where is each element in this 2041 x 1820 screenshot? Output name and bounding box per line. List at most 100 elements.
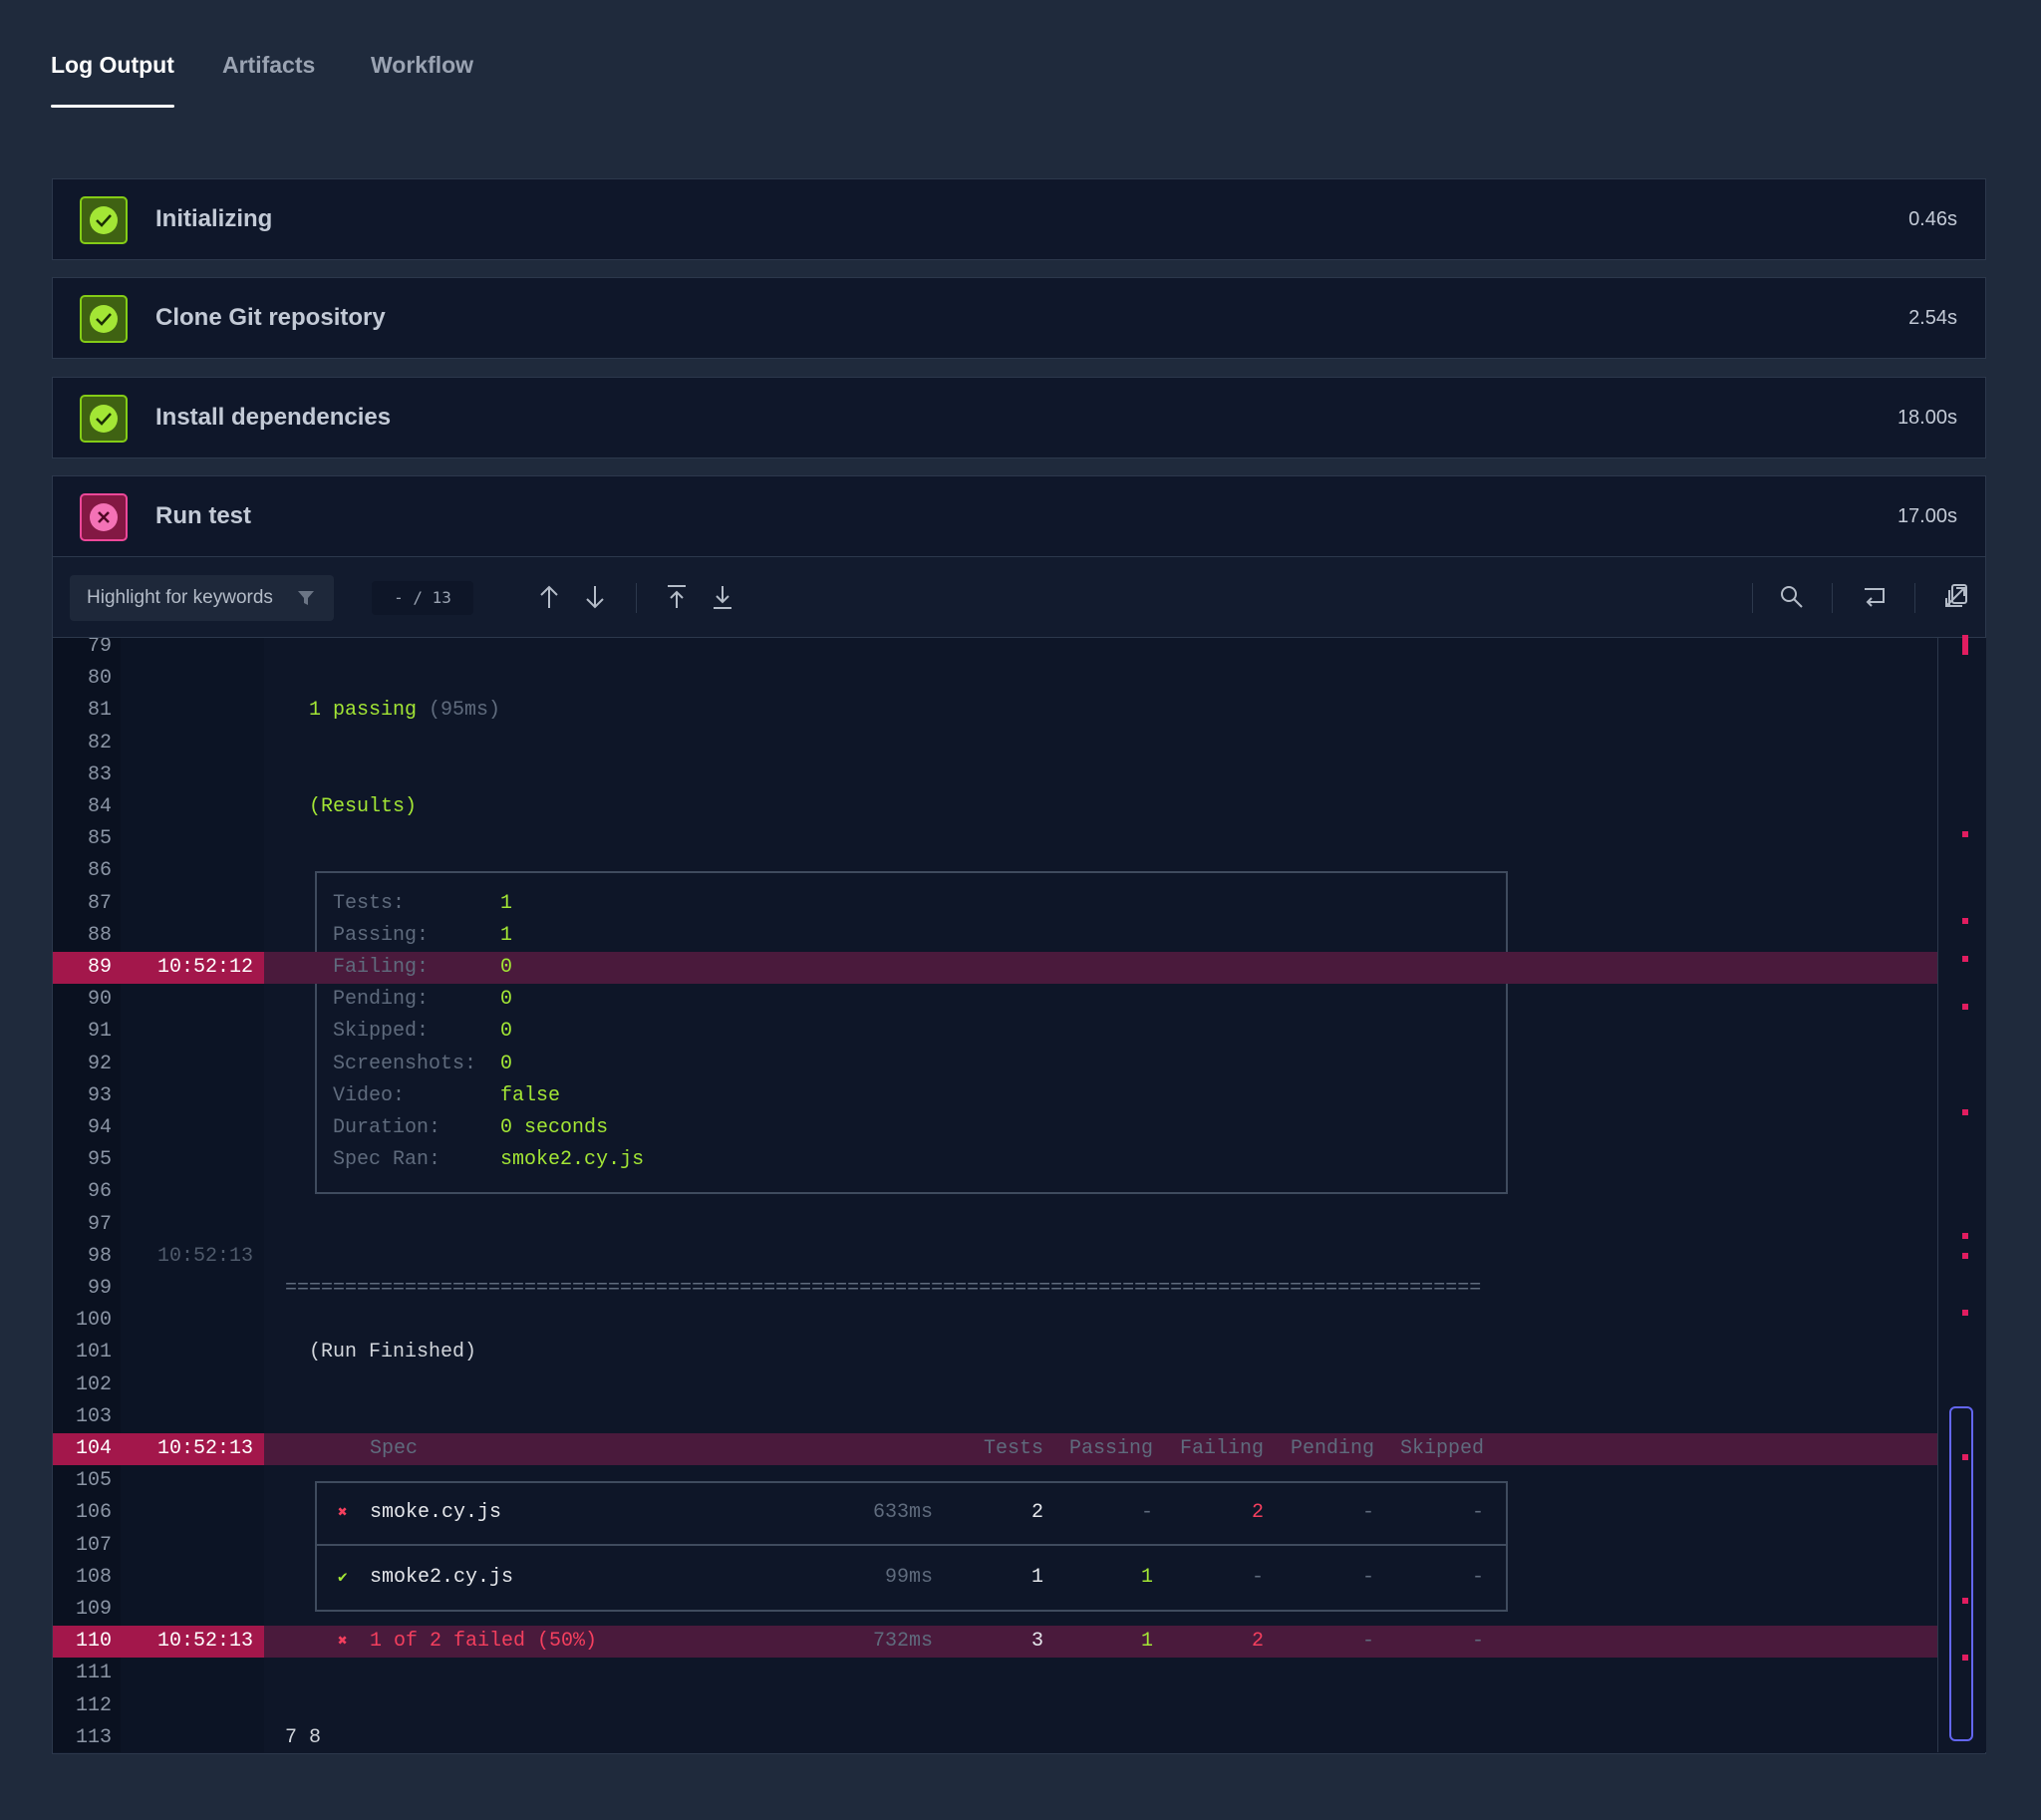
tab[interactable]: Workflow (371, 52, 474, 78)
log-line: 83 (53, 759, 1937, 791)
prev-match[interactable] (537, 584, 561, 610)
table-header: Pending (1290, 1437, 1374, 1460)
log-line: 87 Tests: 1 (53, 888, 1937, 920)
line-number: 110 (75, 1630, 112, 1654)
line-number: 113 (75, 1725, 112, 1749)
log-segment: Video: (285, 1083, 501, 1107)
highlight-gutter (53, 1626, 264, 1659)
toolbar: Highlight for keywords - / 13 (53, 556, 1985, 638)
line-number: 95 (87, 1148, 112, 1172)
tab[interactable]: Log Output (51, 52, 174, 78)
status-icon-part (90, 404, 118, 433)
step[interactable]: Install dependencies 18.00s (52, 376, 1986, 458)
keyword-filter[interactable]: Highlight for keywords (70, 575, 334, 621)
line-number: 104 (75, 1437, 112, 1460)
scrollbar[interactable] (1937, 635, 1986, 1752)
line-number: 87 (87, 891, 112, 915)
log-text: 7 8 (285, 1722, 321, 1752)
line-number: 105 (75, 1469, 112, 1493)
line-number: 79 (87, 638, 112, 658)
line-number: 109 (75, 1598, 112, 1621)
log-line: 93 Video: false (53, 1080, 1937, 1112)
log-line: 95 Spec Ran: smoke2.cy.js (53, 1144, 1937, 1176)
table-passing: 1 (1140, 1630, 1153, 1654)
table-pending: - (1361, 1501, 1374, 1525)
timestamp: 10:52:13 (157, 1437, 254, 1460)
log-line: 102 (53, 1369, 1937, 1401)
step-duration: 0.46s (1908, 208, 1957, 230)
scroll-marker (1962, 1253, 1968, 1259)
log-segment: Tests: (285, 891, 501, 915)
table-skipped: - (1471, 1565, 1484, 1589)
log-line: 113 7 8 (53, 1722, 1937, 1752)
log-view: 79 80 81 1 passing (95ms) 82 83 84 (Results) 8… (53, 638, 1937, 1752)
search[interactable] (1779, 584, 1805, 610)
line-number-gutter (53, 638, 121, 1752)
table-header: Tests (983, 1437, 1043, 1460)
line-number: 106 (75, 1501, 112, 1525)
scroll-bottom[interactable] (711, 584, 734, 610)
timestamp: 10:52:13 (157, 1244, 254, 1268)
log-line: 94 Duration: 0 seconds (53, 1112, 1937, 1144)
tab[interactable]: Artifacts (222, 52, 316, 78)
status-icon-part (96, 214, 112, 227)
log-segment: (Results) (285, 795, 418, 818)
line-number: 93 (87, 1083, 112, 1107)
log-line: 84 (Results) (53, 791, 1937, 823)
log-text: Skipped: 0 (285, 1016, 512, 1048)
log-segment: Duration: (285, 1116, 501, 1139)
log-line: 103 (53, 1401, 1937, 1433)
line-number: 82 (87, 731, 112, 755)
log-line: 99 ======================================… (53, 1273, 1937, 1305)
scroll-thumb[interactable] (1949, 1406, 1973, 1741)
log-segment: Failing: (285, 956, 501, 979)
scroll-marker (1962, 635, 1968, 655)
step[interactable]: Clone Git repository 2.54s (52, 277, 1986, 360)
scroll-top[interactable] (665, 584, 689, 610)
table-pending: - (1361, 1565, 1374, 1589)
scroll-marker (1962, 956, 1968, 962)
table-passing: 1 (1140, 1565, 1153, 1589)
log-segment: smoke2.cy.js (500, 1148, 645, 1172)
status-icon-part (80, 492, 128, 541)
status-icon (80, 295, 128, 344)
wrap[interactable] (1862, 584, 1888, 610)
log-segment: Skipped: (285, 1020, 501, 1044)
log-segment: 1 (500, 923, 513, 947)
copy[interactable] (1946, 583, 1970, 609)
status-icon (80, 196, 128, 244)
step-duration: 2.54s (1908, 307, 1957, 330)
tab-underline (51, 105, 174, 108)
status-icon-part (98, 511, 110, 523)
step[interactable]: Run test 17.00s (52, 474, 1986, 557)
spec-name: 1 of 2 failed (50%) (370, 1630, 598, 1654)
log-segment: 1 passing (285, 699, 418, 723)
line-number: 84 (87, 795, 112, 818)
table-header: Passing (1068, 1437, 1153, 1460)
log-segment: Passing: (285, 923, 501, 947)
line-number: 98 (87, 1244, 112, 1268)
log-text: Passing: 1 (285, 920, 512, 952)
step[interactable]: Initializing 0.46s (52, 178, 1986, 260)
line-number: 107 (75, 1533, 112, 1557)
highlight-gutter (53, 1433, 264, 1465)
log-line: 101 (Run Finished) (53, 1337, 1937, 1368)
timestamp-gutter (121, 638, 264, 1752)
status-mark: ✔ (338, 1568, 348, 1587)
log-segment: Spec Ran: (285, 1148, 501, 1172)
log-line: 92 Screenshots: 0 (53, 1049, 1937, 1080)
log-line: 85 (53, 823, 1937, 855)
log-text: Video: false (285, 1080, 560, 1112)
scroll-marker (1962, 1109, 1968, 1115)
next-match[interactable] (583, 584, 607, 610)
status-icon (80, 394, 128, 443)
status-icon-part (90, 206, 118, 234)
line-number: 97 (87, 1212, 112, 1236)
table-pending: - (1361, 1630, 1374, 1654)
scroll-marker (1962, 831, 1968, 837)
log-text: Duration: 0 seconds (285, 1112, 608, 1144)
match-counter: - / 13 (372, 581, 473, 615)
divider (1832, 583, 1833, 613)
